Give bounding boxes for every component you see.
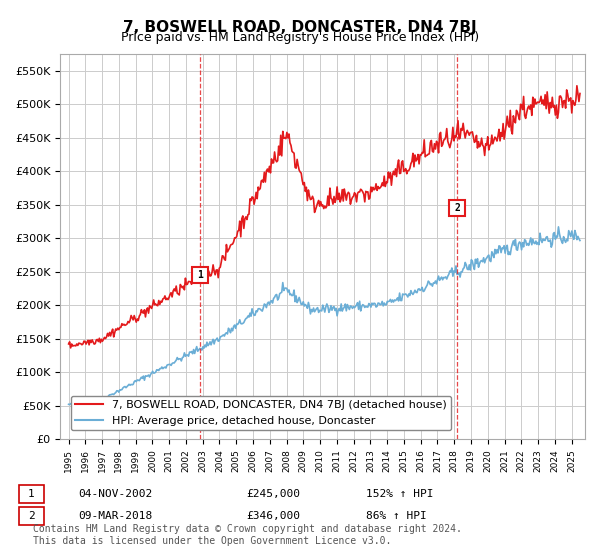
Text: Contains HM Land Registry data © Crown copyright and database right 2024.
This d: Contains HM Land Registry data © Crown c…: [33, 524, 462, 546]
Text: 86% ↑ HPI: 86% ↑ HPI: [366, 511, 427, 521]
Text: 1: 1: [197, 270, 203, 281]
Text: 7, BOSWELL ROAD, DONCASTER, DN4 7BJ: 7, BOSWELL ROAD, DONCASTER, DN4 7BJ: [123, 20, 477, 35]
Text: 04-NOV-2002: 04-NOV-2002: [78, 489, 152, 499]
Text: 2: 2: [28, 511, 35, 521]
Text: Price paid vs. HM Land Registry's House Price Index (HPI): Price paid vs. HM Land Registry's House …: [121, 31, 479, 44]
Text: 09-MAR-2018: 09-MAR-2018: [78, 511, 152, 521]
Text: £346,000: £346,000: [246, 511, 300, 521]
Text: 152% ↑ HPI: 152% ↑ HPI: [366, 489, 433, 499]
Text: £245,000: £245,000: [246, 489, 300, 499]
Text: 1: 1: [28, 489, 35, 499]
Text: 2: 2: [454, 203, 460, 213]
Legend: 7, BOSWELL ROAD, DONCASTER, DN4 7BJ (detached house), HPI: Average price, detach: 7, BOSWELL ROAD, DONCASTER, DN4 7BJ (det…: [71, 395, 451, 430]
